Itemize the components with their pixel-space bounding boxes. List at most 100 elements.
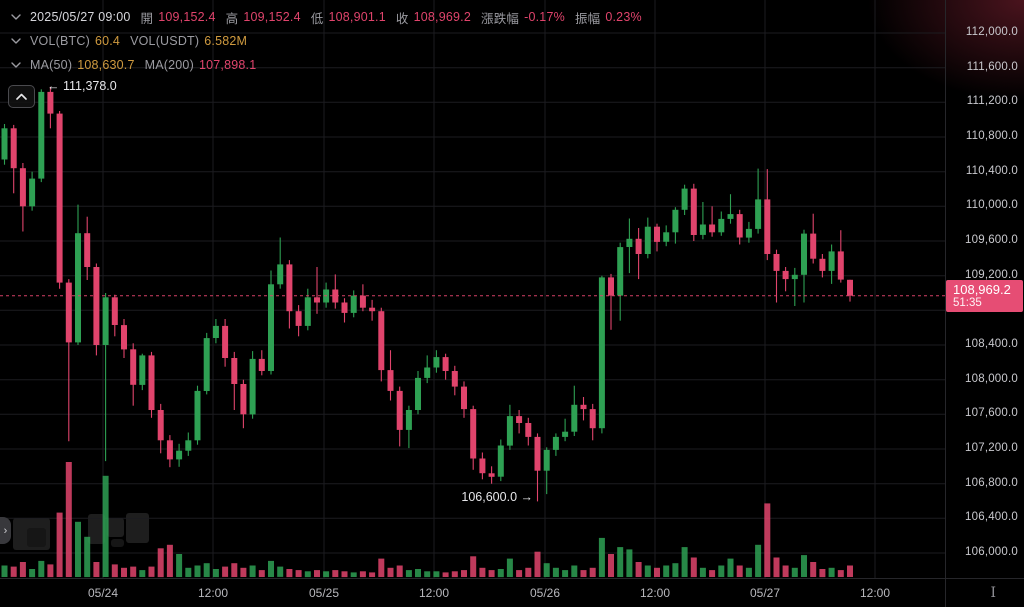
price-axis-label: 110,000.0: [965, 199, 1018, 211]
legend-segment: MA(200): [144, 58, 194, 72]
candle-countdown: 51:35: [953, 297, 982, 309]
candle-body: [699, 224, 706, 235]
volume-bar: [29, 569, 36, 578]
candle-body: [764, 199, 771, 254]
volume-bar: [212, 569, 219, 578]
time-axis-label: 05/26: [529, 586, 561, 600]
volume-bar: [222, 566, 229, 577]
volume-bar: [194, 565, 201, 577]
candle-body: [29, 178, 36, 207]
candle-body: [488, 473, 495, 477]
volume-bar: [323, 571, 330, 578]
candle-body: [341, 302, 348, 313]
volume-bar: [185, 567, 192, 577]
chevron-down-icon[interactable]: [8, 58, 24, 72]
legend-segment: 0.23%: [605, 10, 642, 24]
legend-segment: 開: [140, 11, 154, 26]
watermark-block: [107, 518, 124, 537]
volume-bar: [148, 566, 155, 577]
candle-body: [617, 247, 624, 296]
candle-body: [139, 355, 146, 385]
candlestick-chart[interactable]: ← 111,378.0 106,600.0 →: [0, 0, 945, 578]
price-scale-icon[interactable]: I: [990, 585, 996, 601]
candle-body: [479, 458, 486, 474]
last-price-badge: 108,969.2 51:35: [946, 280, 1023, 312]
volume-bar: [534, 551, 541, 577]
price-axis[interactable]: 108,969.2 51:35 112,000.0 111,600.0 111,20…: [945, 0, 1024, 578]
legend-ohlc-row: 2025/05/27 09:00 開 109,152.4 高 109,152.4 低 108…: [8, 8, 652, 26]
candle-body: [56, 113, 63, 283]
time-axis-label: 12:00: [859, 586, 891, 600]
legend-segment: 漲跌幅: [481, 11, 520, 26]
volume-bar: [424, 571, 431, 578]
price-axis-label: 109,200.0: [965, 269, 1018, 281]
volume-bar: [644, 565, 651, 577]
candle-body: [212, 325, 219, 338]
volume-bar: [332, 570, 339, 577]
legend-segment: 109,152.4: [243, 10, 301, 24]
candle-body: [222, 325, 229, 358]
volume-bar: [608, 554, 614, 577]
volume-bar: [736, 565, 743, 577]
legend-segment: 109,152.4: [158, 10, 216, 24]
volume-bar: [341, 571, 348, 578]
volume-bar: [111, 564, 118, 578]
time-axis-label: 12:00: [418, 586, 450, 600]
candle-body: [350, 295, 357, 313]
candle-body: [525, 423, 532, 437]
time-axis[interactable]: I 05/24 12:00 05/25 12:00 05/26 12:00 05/27 12:…: [0, 578, 1024, 607]
price-axis-label: 108,400.0: [965, 338, 1018, 350]
volume-bar: [176, 554, 183, 577]
volume-bar: [405, 570, 412, 577]
volume-bar: [415, 569, 421, 578]
volume-bar: [837, 570, 844, 577]
last-price-value: 108,969.2: [953, 282, 1011, 297]
chevron-down-icon[interactable]: [8, 10, 24, 24]
candle-body: [415, 377, 421, 410]
candle-body: [534, 436, 541, 471]
volume-bar: [479, 567, 486, 577]
volume-bar: [304, 571, 311, 578]
candle-body: [718, 218, 725, 233]
volume-bar: [56, 512, 63, 577]
volume-bar: [626, 549, 633, 577]
candle-body: [121, 325, 127, 350]
candle-body: [644, 226, 651, 254]
candle-body: [157, 410, 164, 441]
candle-body: [387, 370, 394, 391]
low-price-annotation: 106,600.0 →: [461, 490, 533, 504]
volume-bar: [240, 567, 247, 577]
volume-bar: [1, 565, 8, 577]
volume-bar: [755, 544, 762, 577]
expand-panel-button[interactable]: ›: [0, 517, 11, 544]
candle-body: [433, 357, 440, 368]
legend-segment: 低: [310, 11, 324, 26]
candle-body: [405, 410, 412, 430]
candle-body: [773, 254, 780, 271]
candle-body: [10, 128, 17, 169]
legend-segment: 108,630.7: [77, 58, 135, 72]
volume-bar: [314, 570, 320, 577]
candle-body: [378, 311, 385, 371]
candle-body: [589, 409, 596, 429]
watermark-block: [126, 513, 149, 543]
price-axis-label: 106,400.0: [965, 511, 1018, 523]
volume-bar: [598, 537, 605, 577]
candle-body: [295, 311, 302, 326]
legend-segment: 6.582M: [204, 34, 248, 48]
candle-body: [102, 297, 109, 345]
candle-body: [424, 367, 431, 378]
legend-segment: 60.4: [94, 34, 121, 48]
legend-segment: 振幅: [574, 11, 601, 26]
time-axis-label: 05/24: [87, 586, 119, 600]
candle-body: [608, 277, 614, 296]
legend-volume-row: VOL(BTC) 60.4 VOL(USDT) 6.582M: [8, 32, 257, 50]
chevron-down-icon[interactable]: [8, 34, 24, 48]
time-axis-label: 12:00: [639, 586, 671, 600]
price-axis-label: 112,000.0: [965, 26, 1018, 38]
candle-body: [727, 214, 734, 219]
volume-bar: [350, 572, 357, 577]
time-axis-label: 12:00: [197, 586, 229, 600]
collapse-annotation-button[interactable]: [8, 85, 35, 108]
candle-body: [791, 274, 798, 280]
